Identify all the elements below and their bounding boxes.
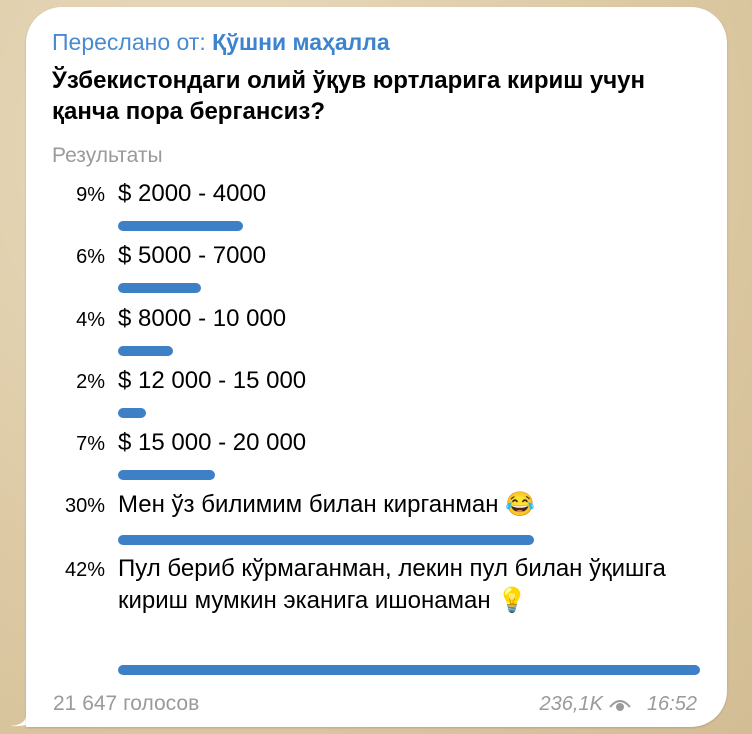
eye-icon [609, 699, 631, 711]
option-label: $ 15 000 - 20 000 [118, 429, 307, 456]
option-result-bar [118, 535, 534, 545]
option-label: $ 5000 - 7000 [118, 242, 267, 269]
option-result-bar [118, 665, 700, 675]
option-result-bar [118, 221, 243, 231]
option-result-bar [118, 408, 146, 418]
option-percent: 7% [76, 433, 105, 455]
option-percent: 4% [76, 309, 105, 331]
option-label: $ 2000 - 4000 [118, 180, 267, 207]
view-count: 236,1K [539, 693, 603, 715]
option-result-bar [118, 346, 174, 356]
message-time: 16:52 [646, 693, 697, 715]
forwarded-prefix: Переслано от: [52, 29, 206, 55]
option-percent: 42% [64, 559, 105, 581]
option-percent: 9% [76, 184, 105, 206]
option-percent: 6% [76, 246, 105, 268]
vote-count: 21 647 голосов [53, 692, 200, 715]
forwarded-source[interactable]: Қўшни маҳалла [212, 29, 390, 55]
option-label: $ 8000 - 10 000 [118, 305, 287, 332]
option-result-bar [118, 470, 215, 480]
poll-question: Ўзбекистондаги олий ўқув юртларига кириш… [52, 67, 646, 125]
forwarded-header[interactable]: Переслано от: Қўшни маҳалла [52, 29, 390, 56]
option-result-bar [118, 283, 202, 293]
message-meta: 236,1K 16:52 [540, 693, 697, 716]
option-label: Пул бериб кўрмаганман, лекин пул билан ў… [118, 555, 666, 614]
option-percent: 30% [64, 495, 105, 517]
option-label: $ 12 000 - 15 000 [118, 367, 307, 394]
results-label: Результаты [52, 144, 163, 167]
option-label: Мен ўз билимим билан кирганман 😂 [118, 491, 535, 518]
option-percent: 2% [76, 371, 105, 393]
poll-message-bubble: Переслано от: Қўшни маҳалла Ўзбекистонда… [26, 7, 727, 727]
